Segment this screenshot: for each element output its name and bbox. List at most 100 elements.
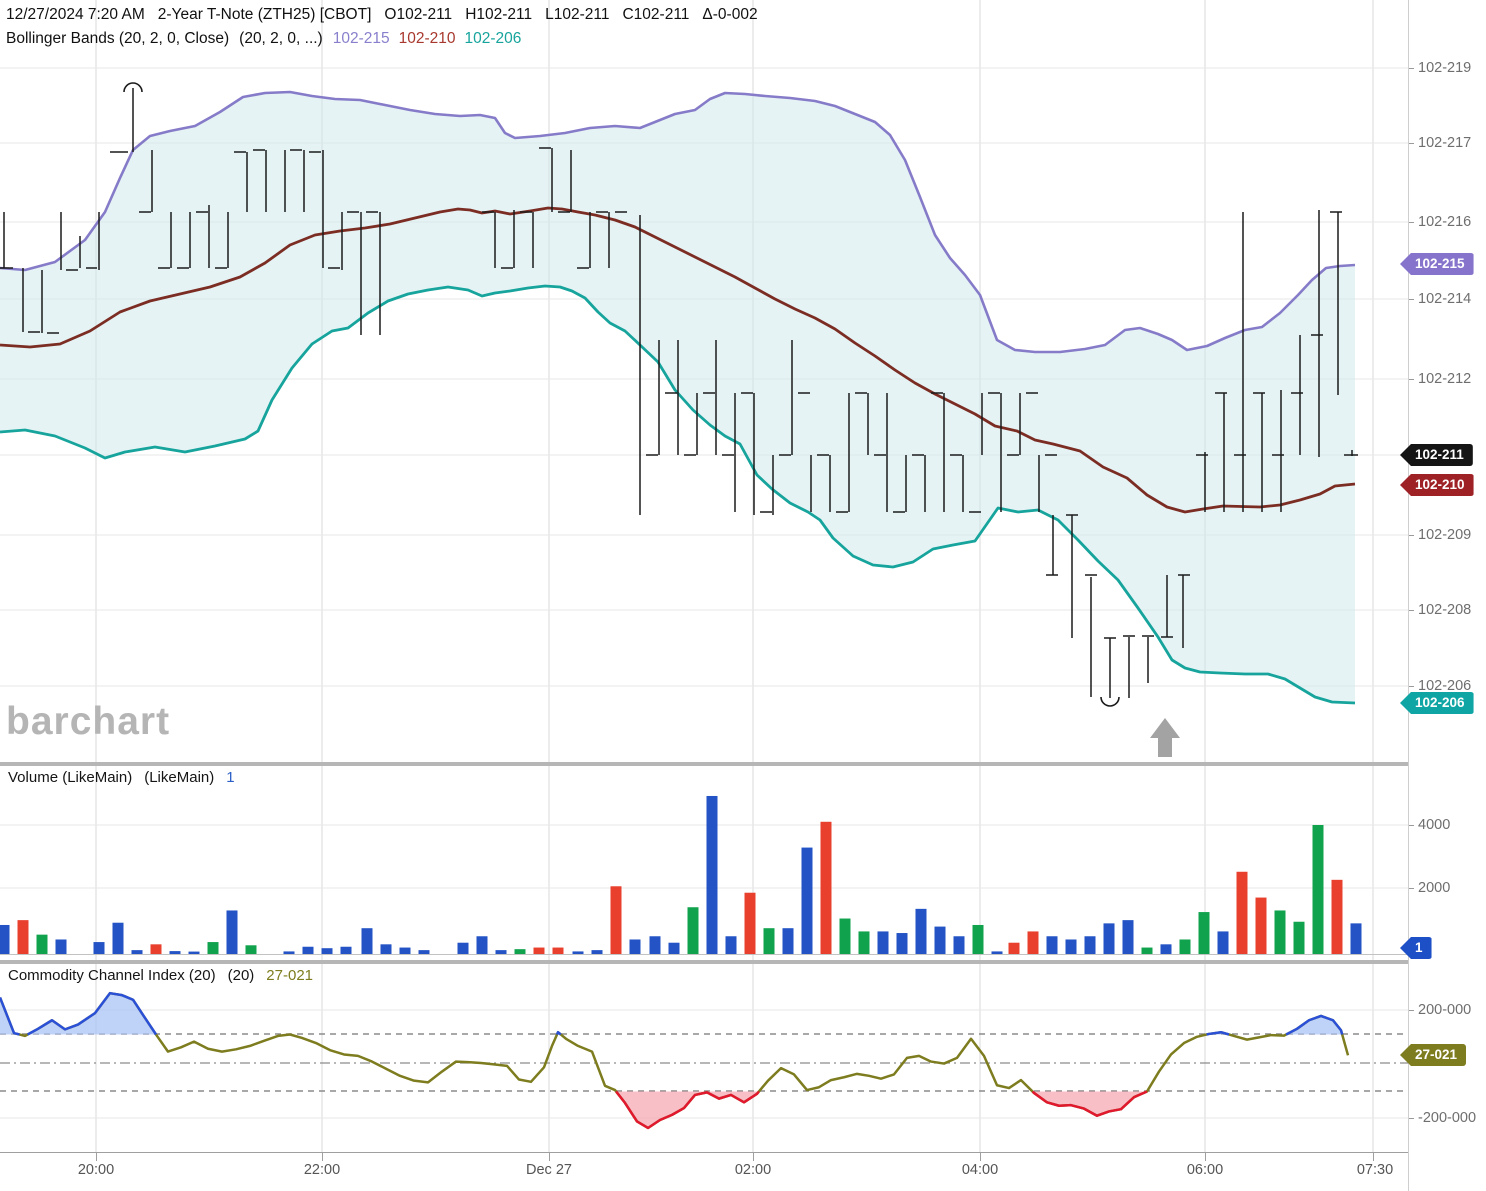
time-axis-tick — [753, 1153, 754, 1161]
time-axis-label: 20:00 — [77, 1162, 115, 1178]
last-value-badge: 102-206 — [1400, 692, 1474, 714]
barchart-logo: barchart — [6, 700, 171, 743]
last-value-badge: 1 — [1400, 937, 1432, 959]
price-chart — [0, 0, 1408, 762]
cci-chart — [0, 964, 1408, 1152]
bollinger-upper-value: 102-215 — [332, 30, 390, 47]
axis-tick — [1409, 299, 1414, 300]
quote-low: L102-211 — [545, 6, 610, 23]
volume-label: Volume (LikeMain) — [8, 769, 133, 786]
bollinger-band-fill — [0, 92, 1355, 703]
time-axis-tick — [322, 1153, 323, 1161]
cci-axis-label: 200-000 — [1418, 1002, 1472, 1018]
axis-tick — [1409, 143, 1414, 144]
volume-axis-label: 2000 — [1418, 880, 1451, 896]
price-axis-label: 102-219 — [1418, 60, 1472, 76]
axis-tick — [1409, 535, 1414, 536]
time-axis-tick — [96, 1153, 97, 1161]
time-axis[interactable]: 20:00 22:00 Dec 27 02:00 04:00 06:00 07:30 — [0, 1152, 1408, 1191]
axis-tick — [1409, 825, 1414, 826]
cci-line-overbought — [1206, 1030, 1230, 1036]
dome-marker — [123, 82, 143, 93]
cci-line-overbought — [26, 991, 158, 1036]
price-axis-label: 102-214 — [1418, 291, 1472, 307]
time-axis-label: Dec 27 — [526, 1162, 572, 1178]
quote-datetime: 12/27/2024 7:20 AM — [6, 6, 145, 23]
chart-title-block: 12/27/2024 7:20 AM 2-Year T-Note (ZTH25) … — [6, 3, 771, 51]
pane-divider[interactable] — [0, 960, 1486, 964]
pane-divider[interactable] — [0, 762, 1486, 766]
vertical-gridlines — [95, 766, 1374, 960]
cci-oversold-fill — [1032, 1091, 1147, 1116]
bollinger-middle-line — [0, 206, 1356, 514]
indicator-line: Bollinger Bands (20, 2, 0, Close) (20, 2,… — [6, 27, 771, 51]
cci-line-overbought — [1285, 1014, 1344, 1036]
cci-axis-label: -200-000 — [1418, 1110, 1477, 1126]
indicator-params: (20, 2, 0, ...) — [239, 30, 323, 47]
cci-pane-label: Commodity Channel Index (20) (20) 27-021 — [8, 967, 313, 984]
quote-change: Δ-0-002 — [702, 6, 758, 23]
time-axis-tick — [1205, 1153, 1206, 1161]
volume-pane-canvas[interactable]: Volume (LikeMain) (LikeMain) 1 — [0, 766, 1408, 960]
time-axis-label: 06:00 — [1186, 1162, 1224, 1178]
bollinger-upper-line — [0, 90, 1356, 354]
volume-value: 1 — [226, 769, 235, 786]
cci-label: Commodity Channel Index (20) — [8, 967, 216, 984]
bollinger-middle-value: 102-210 — [398, 30, 456, 47]
contract-name: 2-Year T-Note (ZTH25) [CBOT] — [157, 6, 372, 23]
volume-params: (LikeMain) — [144, 769, 215, 786]
price-pane-canvas[interactable] — [0, 0, 1408, 762]
cci-value: 27-021 — [266, 967, 314, 984]
price-axis-label: 102-217 — [1418, 135, 1472, 151]
time-axis-tick — [549, 1153, 550, 1161]
open-close-ticks — [0, 147, 1358, 639]
axis-tick — [1409, 686, 1414, 687]
axis-tick — [1409, 222, 1414, 223]
cci-line-overbought — [0, 996, 20, 1036]
volume-pane-label: Volume (LikeMain) (LikeMain) 1 — [8, 769, 235, 786]
axis-tick — [1409, 1118, 1414, 1119]
last-value-badge: 102-215 — [1400, 253, 1474, 275]
axis-tick — [1409, 1010, 1414, 1011]
quote-line: 12/27/2024 7:20 AM 2-Year T-Note (ZTH25) … — [6, 3, 771, 27]
indicator-name: Bollinger Bands (20, 2, 0, Close) — [6, 30, 230, 47]
volume-chart — [0, 766, 1408, 960]
cci-oversold-fill — [616, 1091, 759, 1128]
time-axis-label: 07:30 — [1356, 1162, 1394, 1178]
quote-high: H102-211 — [465, 6, 533, 23]
cci-overbought-fill — [0, 997, 20, 1035]
quote-close: C102-211 — [622, 6, 690, 23]
price-axis-label: 102-208 — [1418, 602, 1472, 618]
time-axis-label: 02:00 — [734, 1162, 772, 1178]
bollinger-lower-value: 102-206 — [464, 30, 522, 47]
time-axis-tick — [980, 1153, 981, 1161]
cci-overbought-fill — [1286, 1015, 1343, 1035]
axis-tick — [1409, 379, 1414, 380]
cci-params: (20) — [227, 967, 255, 984]
axis-tick — [1409, 888, 1414, 889]
price-axis-label: 102-209 — [1418, 527, 1472, 543]
vertical-gridlines — [95, 964, 1374, 1152]
price-axis-label: 102-212 — [1418, 371, 1472, 387]
volume-bars — [0, 795, 1362, 954]
price-axis-label: 102-206 — [1418, 678, 1472, 694]
last-value-badge: 102-211 — [1400, 444, 1473, 466]
axis-tick — [1409, 68, 1414, 69]
axis-tick — [1409, 610, 1414, 611]
time-axis-label: 22:00 — [303, 1162, 341, 1178]
price-axis-label: 102-216 — [1418, 214, 1472, 230]
cci-line-oversold — [1031, 1090, 1148, 1117]
volume-axis-label: 4000 — [1418, 817, 1451, 833]
price-axis[interactable]: 102-219 102-217 102-216 102-214 102-212 102-2… — [1400, 0, 1486, 1191]
cci-pane-canvas[interactable]: Commodity Channel Index (20) (20) 27-021 — [0, 964, 1408, 1152]
cci-overbought-fill — [27, 993, 157, 1035]
cci-line-oversold — [615, 1090, 760, 1130]
time-axis-label: 04:00 — [961, 1162, 999, 1178]
last-value-badge: 27-021 — [1400, 1044, 1467, 1066]
time-axis-tick — [1373, 1153, 1374, 1161]
cup-marker — [1100, 696, 1120, 707]
last-value-badge: 102-210 — [1400, 474, 1474, 496]
price-bars — [3, 88, 1353, 698]
quote-open: O102-211 — [384, 6, 453, 23]
